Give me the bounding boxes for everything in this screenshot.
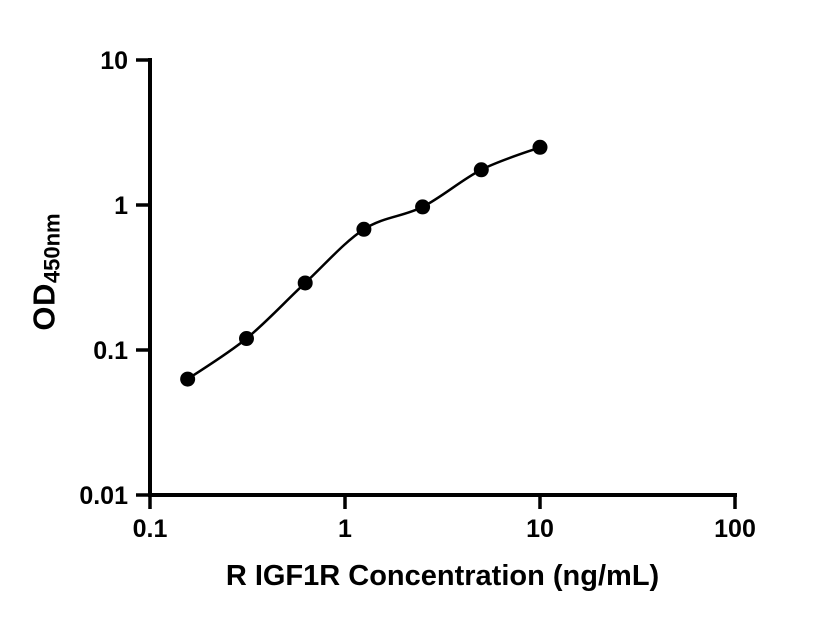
fit-curve [186,146,541,381]
y-tick-label: 0.01 [79,482,128,510]
y-tick-label: 10 [100,47,128,75]
data-point [415,199,431,215]
data-point [238,331,254,347]
y-axis-title: OD450nm [27,213,66,330]
y-tick-label: 0.1 [93,337,128,365]
x-tick-label: 100 [714,515,756,543]
y-axis-title-main: OD [26,283,62,331]
x-tick-label: 10 [526,515,554,543]
data-point [180,371,196,387]
x-axis-title: R IGF1R Concentration (ng/mL) [225,560,660,592]
y-tick-label: 1 [114,192,128,220]
x-tick-label: 1 [338,515,352,543]
data-point [473,162,489,178]
y-axis-title-subscript: 450nm [39,213,65,284]
data-point [532,139,548,155]
axis-spines [148,58,737,497]
data-point [297,275,313,291]
data-point [356,221,372,237]
x-tick-label: 0.1 [133,515,168,543]
